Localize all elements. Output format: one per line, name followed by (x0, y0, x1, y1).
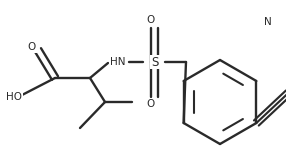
Text: S: S (151, 55, 159, 69)
Text: O: O (147, 15, 155, 25)
Text: HN: HN (110, 57, 126, 67)
Text: N: N (264, 17, 272, 27)
Text: O: O (28, 42, 36, 52)
Text: O: O (147, 99, 155, 109)
Text: HO: HO (6, 92, 22, 102)
